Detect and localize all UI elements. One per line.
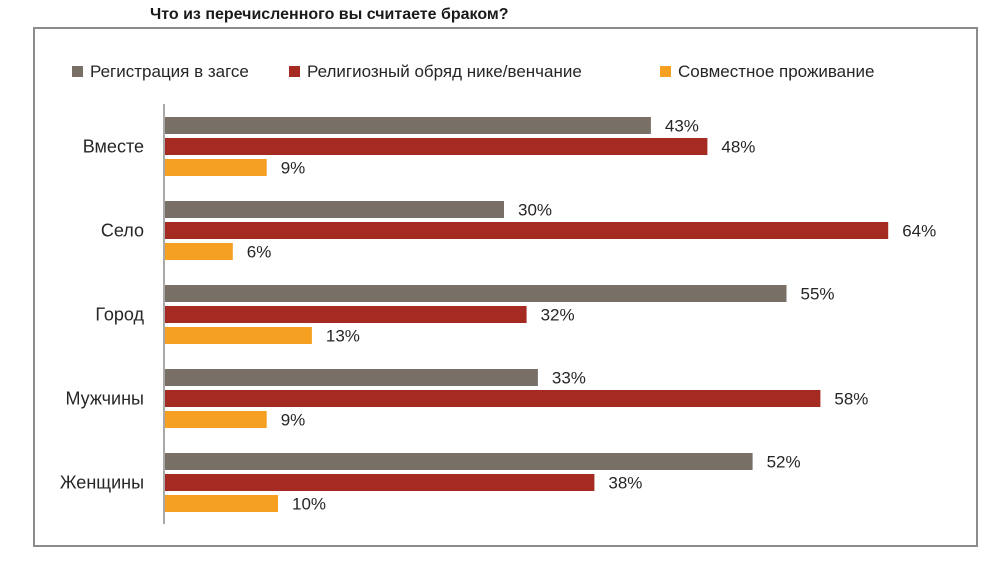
data-label: 30% — [518, 201, 552, 220]
category-group: Мужчины 33% 58% 9% — [65, 369, 868, 430]
legend-swatch — [289, 66, 300, 77]
bar — [165, 495, 278, 512]
data-label: 9% — [281, 159, 306, 178]
category-tick-label: Вместе — [83, 137, 144, 157]
data-label: 10% — [292, 495, 326, 514]
legend-label: Совместное проживание — [678, 62, 874, 81]
data-label: 58% — [834, 390, 868, 409]
data-label: 64% — [902, 222, 936, 241]
chart-title: Что из перечисленного вы считаете браком… — [150, 6, 509, 23]
legend-item: Религиозный обряд нике/венчание — [289, 62, 582, 81]
data-label: 33% — [552, 369, 586, 388]
data-label: 55% — [801, 285, 835, 304]
bar — [165, 411, 267, 428]
category-group: Село 30% 64% 6% — [101, 201, 936, 262]
data-label: 48% — [721, 138, 755, 157]
data-label: 6% — [247, 243, 272, 262]
data-label: 38% — [608, 474, 642, 493]
category-group: Город 55% 32% 13% — [95, 285, 834, 346]
bar — [165, 369, 538, 386]
legend-item: Регистрация в загсе — [72, 62, 249, 81]
data-label: 13% — [326, 327, 360, 346]
category-group: Вместе 43% 48% 9% — [83, 117, 756, 178]
bar — [165, 327, 312, 344]
data-label: 43% — [665, 117, 699, 136]
legend-label: Регистрация в загсе — [90, 62, 249, 81]
bar — [165, 117, 651, 134]
bar — [165, 138, 708, 155]
bar — [165, 285, 787, 302]
bar — [165, 453, 753, 470]
legend-swatch — [72, 66, 83, 77]
bar — [165, 222, 889, 239]
category-tick-label: Женщины — [60, 473, 144, 493]
category-tick-label: Город — [95, 305, 144, 325]
chart-legend: Регистрация в загсе Религиозный обряд ник… — [72, 62, 874, 81]
category-group: Женщины 52% 38% 10% — [60, 453, 801, 514]
bar — [165, 474, 595, 491]
category-tick-label: Мужчины — [65, 389, 144, 409]
bar — [165, 306, 527, 323]
legend-swatch — [660, 66, 671, 77]
data-label: 52% — [767, 453, 801, 472]
bar — [165, 159, 267, 176]
data-label: 9% — [281, 411, 306, 430]
legend-label: Религиозный обряд нике/венчание — [307, 62, 582, 81]
category-tick-label: Село — [101, 221, 144, 241]
bar — [165, 243, 233, 260]
bar — [165, 201, 504, 218]
bars-group: Вместе 43% 48% 9% Село 30% 64% 6% Город 55% 32% 13%… — [60, 117, 936, 514]
legend-item: Совместное проживание — [660, 62, 874, 81]
data-label: 32% — [541, 306, 575, 325]
bar — [165, 390, 821, 407]
